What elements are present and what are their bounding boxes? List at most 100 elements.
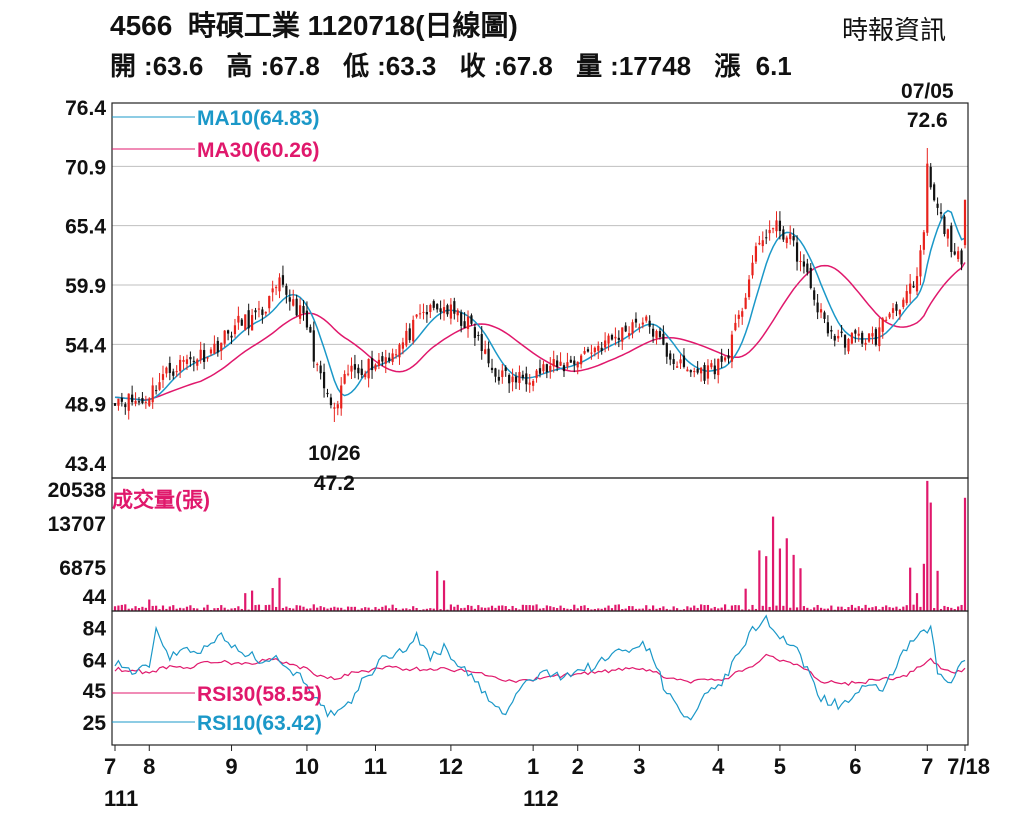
volume-bar [837,606,840,611]
candle-body [723,357,727,361]
volume-bar [312,604,315,611]
candle-body [802,261,806,267]
candle-body [600,347,603,351]
candle-body [377,359,381,366]
candle-body [898,309,901,315]
quote-close: 收:67.8 [459,51,553,81]
volume-bar [124,604,127,611]
volume-bar [562,607,566,611]
volume-bar [405,608,408,611]
candle-body [652,328,655,337]
candle-body [391,353,394,362]
candle-body [124,404,127,408]
candle-body [617,337,620,340]
volume-bar [795,607,799,611]
volume-bar [192,608,195,611]
candle-body [473,327,476,338]
candle-body [274,287,278,289]
candle-body [665,343,668,357]
candle-body [504,367,507,371]
candle-body [583,351,586,354]
volume-bar [305,608,309,611]
candle-body [127,393,130,411]
candle-body [408,328,411,341]
candle-body [285,285,288,295]
volume-bar [422,609,425,611]
candle-body [902,299,905,307]
rsi-lines [114,614,966,721]
volume-bar [391,604,394,611]
candle-body [747,279,751,298]
volume-bar [117,605,120,611]
volume-bar [850,604,853,611]
candle-body [494,368,497,377]
volume-bar [922,563,925,611]
candle-body [816,302,819,313]
volume-bar [466,605,470,611]
volume-bar [556,608,559,611]
candle-body [604,340,607,348]
volume-bar [449,604,452,611]
quote-change: 漲 6.1 [714,51,792,81]
candle-body [220,342,223,351]
volume-bar [840,606,843,611]
candle-body [919,250,922,277]
candle-body [861,332,864,344]
candle-body [346,373,350,375]
candle-body [203,350,206,362]
volume-bar [322,607,326,611]
candle-body [370,358,374,371]
candle-body [350,365,353,372]
price-tick-label: 48.9 [65,394,106,417]
candle-body [398,344,401,358]
candle-body [929,166,932,188]
volume-bar [518,609,521,611]
candle-body [501,370,504,378]
volume-bar [425,608,428,611]
candle-body [542,364,545,372]
volume-bar [370,609,374,611]
candle-body [706,365,710,379]
volume-bar [401,608,405,611]
candle-body [388,357,391,361]
candle-body [806,263,809,273]
candle-body [535,370,538,379]
candle-body [463,321,466,329]
candle-body [888,313,891,318]
volume-bar [874,606,877,611]
volume-bar [179,607,182,611]
volume-bar [436,570,439,611]
volume-bar [220,605,223,611]
candle-body [754,246,758,262]
candle-body [432,301,435,308]
volume-bar [250,590,254,611]
volume-bar [302,606,305,611]
candle-body [233,325,237,335]
volume-bar [288,607,291,611]
candle-body [439,308,442,312]
x-month-label: 3 [633,754,645,779]
volume-bar [720,607,723,611]
candle-body [556,360,559,367]
quote-open: 開:63.6 [110,51,204,81]
candle-body [213,343,216,354]
candle-body [552,359,555,367]
price-tick-label: 43.4 [65,453,106,476]
volume-bar [943,605,946,611]
volume-bar [439,609,442,611]
volume-bar [532,605,535,611]
volume-bar [806,607,809,611]
candle-body [624,325,627,332]
candle-body [168,362,171,373]
volume-bar [885,605,888,611]
candle-body [573,360,576,365]
volume-bar [360,608,363,611]
volume-bar [206,604,209,611]
candle-body [679,359,682,364]
volume-bar [950,607,953,611]
candle-body [686,369,689,372]
volume-bar [768,606,771,611]
price-tick-label: 65.4 [65,216,106,239]
volume-bar [652,605,655,611]
candle-body [113,403,117,406]
